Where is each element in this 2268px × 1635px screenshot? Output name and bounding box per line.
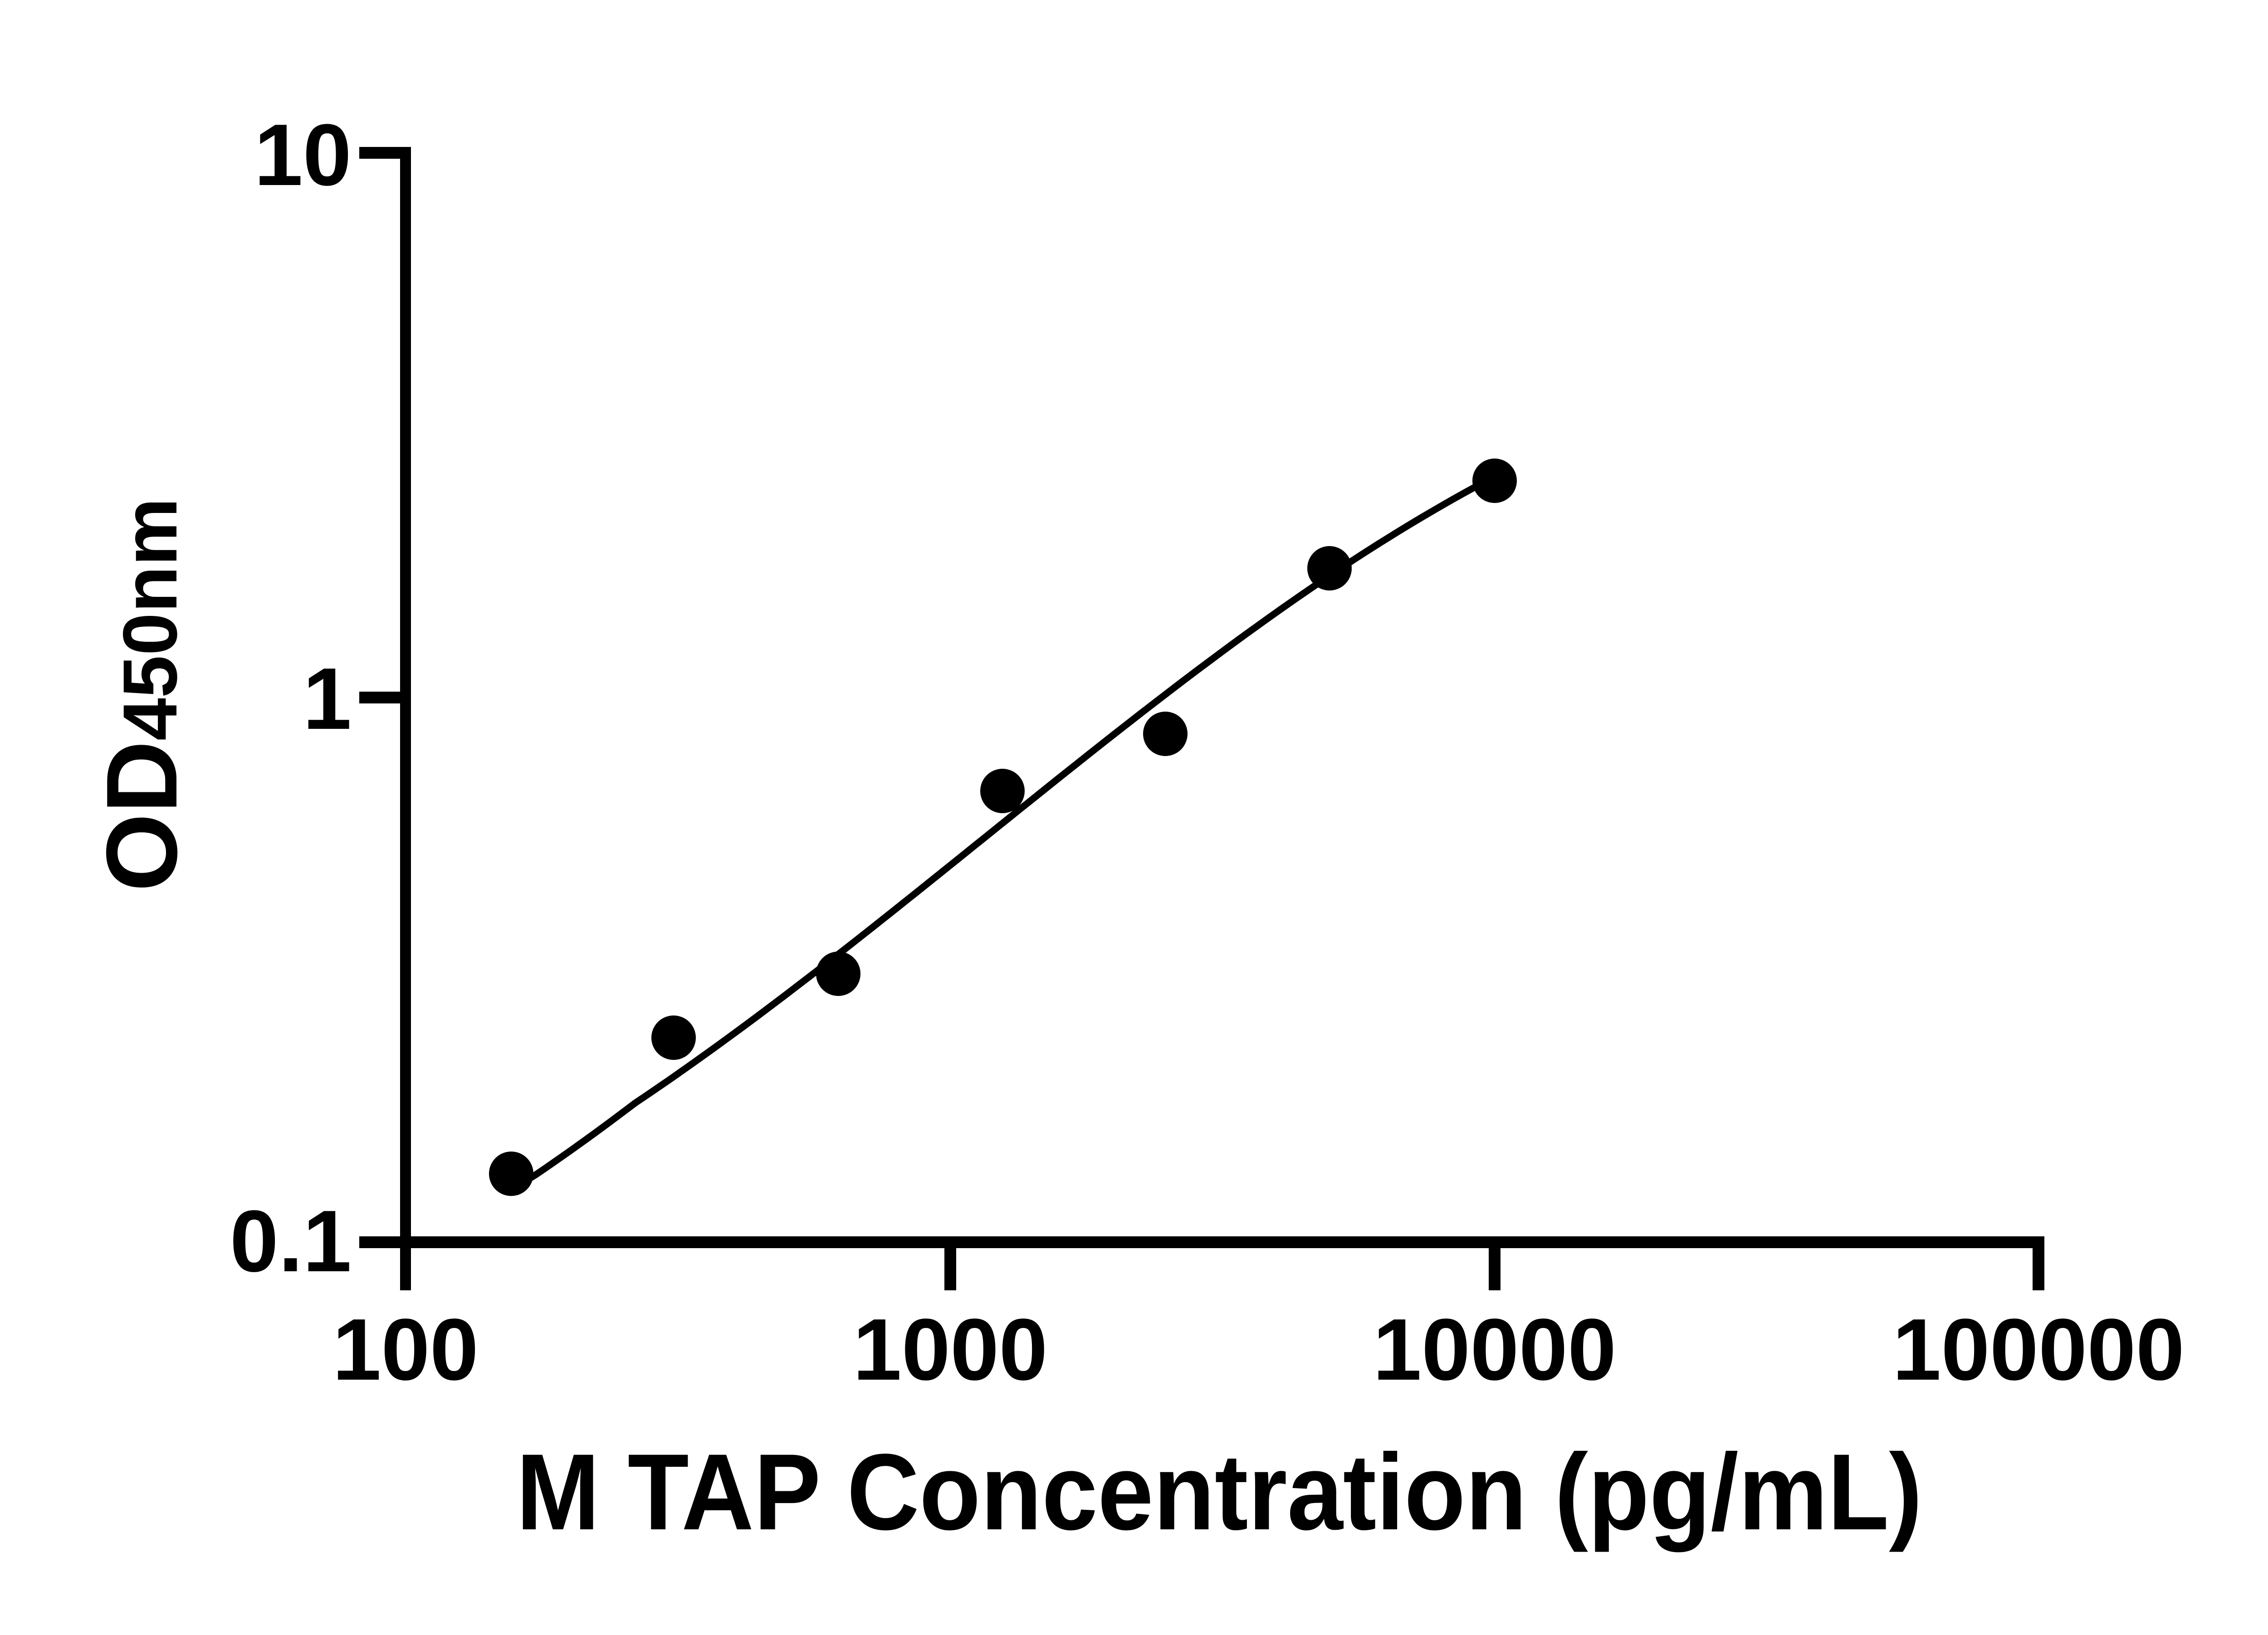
- svg-text:10000: 10000: [1373, 1300, 1617, 1398]
- svg-text:1000: 1000: [853, 1300, 1047, 1398]
- svg-text:100: 100: [332, 1300, 479, 1398]
- svg-text:10: 10: [254, 106, 352, 204]
- svg-text:M TAP Concentration (pg/mL): M TAP Concentration (pg/mL): [516, 1431, 1922, 1552]
- svg-text:100000: 100000: [1892, 1300, 2185, 1398]
- svg-text:1: 1: [303, 649, 352, 747]
- svg-text:0.1: 0.1: [230, 1192, 352, 1290]
